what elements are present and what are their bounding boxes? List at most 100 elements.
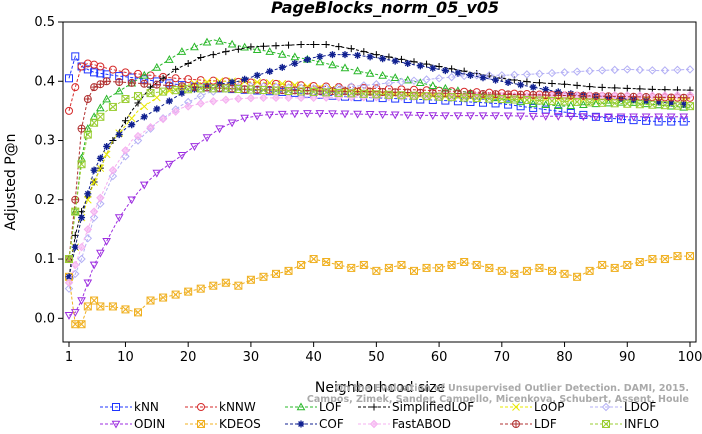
point-inflo (322, 88, 331, 97)
series-kdeos (65, 252, 694, 329)
point-kdeos (573, 272, 582, 281)
point-simplifiedlof (385, 53, 393, 61)
point-inflo (309, 87, 318, 96)
point-inflo (77, 160, 86, 169)
point-inflo (510, 95, 519, 104)
x-axis-label: Neighborhood size (315, 380, 445, 396)
point-ldof (472, 71, 481, 80)
point-lof (328, 60, 337, 69)
x-tick-label: 100 (678, 350, 702, 365)
point-inflo (221, 84, 230, 93)
point-inflo (65, 255, 73, 264)
point-odin (240, 114, 249, 123)
point-kdeos (372, 266, 381, 275)
point-lof (202, 37, 212, 46)
point-inflo (272, 86, 280, 95)
legend-label-kdeos: KDEOS (219, 417, 261, 431)
point-cof (379, 55, 387, 63)
point-knnw (108, 65, 117, 74)
point-lof (390, 73, 400, 82)
point-odin (415, 111, 425, 120)
point-knn (516, 102, 525, 111)
point-inflo (234, 84, 243, 93)
point-simplifiedlof (335, 43, 343, 51)
point-ldf (102, 77, 111, 86)
point-ldof (585, 66, 594, 76)
point-knnw (284, 80, 293, 89)
point-loop (102, 150, 111, 159)
point-odin (428, 112, 438, 121)
point-knnw (96, 62, 105, 71)
series-line-odin (68, 112, 690, 316)
point-kdeos (246, 275, 255, 284)
y-tick-label: 0.4 (34, 74, 55, 89)
series-lof (64, 36, 691, 263)
point-odin (541, 112, 551, 121)
point-cof (416, 62, 424, 70)
point-kdeos (673, 252, 682, 261)
point-fastabod (246, 93, 256, 103)
point-inflo (660, 101, 669, 110)
legend-item-cof: COF (285, 417, 344, 431)
point-kdeos (196, 284, 205, 293)
point-inflo (96, 112, 105, 121)
point-odin (328, 110, 337, 119)
legend-item-knn: kNN (100, 400, 159, 414)
point-ldf (679, 93, 688, 102)
point-odin (215, 125, 224, 134)
point-kdeos (686, 252, 694, 261)
legend-marker (601, 402, 611, 412)
point-odin (453, 112, 463, 121)
x-tick-label: 80 (556, 350, 573, 365)
point-ldof (321, 83, 331, 93)
point-odin (127, 196, 137, 205)
point-simplifiedlof (548, 80, 556, 88)
point-loop (96, 164, 105, 173)
point-inflo (134, 92, 142, 101)
point-knn (71, 52, 80, 61)
point-inflo (573, 97, 582, 106)
point-fastabod (296, 93, 306, 103)
legend-item-ldof: LDOF (590, 400, 656, 414)
credit-line-1: On the Evaluation of Unsupervised Outlie… (335, 383, 689, 394)
point-lof (165, 55, 174, 63)
point-cof (291, 59, 299, 67)
point-simplifiedlof (573, 81, 581, 89)
point-kdeos (309, 255, 318, 264)
point-inflo (648, 100, 657, 109)
point-ldof (660, 66, 670, 75)
point-inflo (184, 85, 193, 94)
point-ldof (89, 213, 99, 222)
point-cof (253, 71, 261, 79)
point-knn (554, 107, 563, 116)
point-odin (491, 112, 500, 121)
point-ldof (359, 81, 369, 90)
point-ldof (673, 65, 682, 75)
point-kdeos (548, 266, 556, 275)
point-fastabod (309, 93, 318, 103)
point-cof (354, 51, 362, 59)
point-ldf (667, 93, 676, 102)
point-lof (227, 39, 237, 48)
point-knnw (121, 68, 130, 77)
legend-item-fastabod: FastABOD (358, 417, 451, 431)
y-tick-label: 0.1 (34, 252, 55, 267)
point-ldof (535, 69, 544, 78)
legend-marker (512, 403, 520, 411)
point-kdeos (610, 263, 619, 272)
point-ldof (422, 75, 431, 84)
point-kdeos (585, 266, 594, 275)
point-knn (679, 117, 688, 126)
point-fastabod (89, 207, 99, 216)
point-cof (391, 57, 399, 65)
point-loop (90, 178, 98, 186)
point-kdeos (648, 255, 657, 264)
point-odin (441, 112, 450, 121)
point-knn (629, 116, 638, 125)
point-loop (278, 79, 287, 88)
point-simplifiedlof (561, 80, 569, 88)
point-knnw (309, 82, 318, 90)
point-ldf (479, 89, 487, 98)
point-simplifiedlof (234, 45, 242, 53)
point-inflo (610, 99, 619, 108)
